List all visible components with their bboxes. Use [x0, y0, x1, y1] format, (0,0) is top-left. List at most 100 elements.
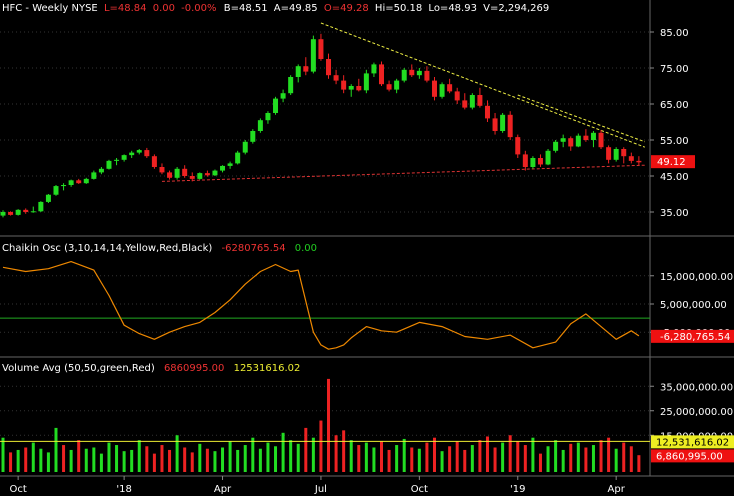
volume-bar [319, 420, 323, 472]
osc-second-value: 0.00 [295, 243, 317, 254]
header-line: HFC - Weekly NYSE L=48.84 0.00 -0.00% B=… [2, 3, 549, 14]
volume-bar [531, 437, 535, 472]
x-tick-label: Jul [314, 484, 327, 495]
candle-body [424, 70, 430, 81]
volume-bar [213, 451, 217, 472]
candle-body [575, 135, 581, 147]
x-tick-label: Oct [9, 484, 26, 495]
volume-bar [92, 447, 96, 472]
volume-bar [296, 443, 300, 472]
candle-body [522, 154, 528, 167]
volume-bar [591, 445, 595, 472]
x-tick-label: Apr [608, 484, 626, 495]
candle-body [91, 172, 97, 179]
candle-body [379, 64, 384, 85]
oscillator-panel [0, 261, 650, 350]
volume-bar [584, 447, 588, 472]
volume-bar [516, 441, 520, 472]
candle-body [235, 152, 241, 164]
volume-bar [281, 432, 285, 472]
volume-bar [395, 445, 399, 472]
volume-bar [77, 440, 81, 472]
candle-body [242, 141, 248, 153]
volume-bar [266, 442, 270, 472]
volume-bar [380, 441, 383, 472]
last-price: L=48.84 [104, 3, 147, 14]
candle-body [371, 64, 377, 74]
resistance-trendline [320, 22, 646, 148]
x-tick-label: '18 [116, 484, 131, 495]
volume-bar [410, 447, 414, 472]
candle-body [8, 212, 14, 215]
volume-bar [432, 437, 436, 472]
candle-body [394, 80, 400, 90]
candle-body [257, 120, 263, 131]
candle-body [129, 152, 135, 156]
osc-value-badge [651, 329, 734, 343]
candle-body [136, 150, 142, 153]
osc-title: Chaikin Osc (3,10,14,14,Yellow,Red,Black… [2, 243, 212, 254]
volume-tick-label: 25,000,000.00 [660, 407, 733, 418]
candle-body [507, 114, 513, 138]
volume-bar [304, 427, 308, 472]
volume-bar [637, 455, 641, 472]
candle-body [174, 168, 180, 178]
candle-body [386, 84, 392, 90]
candle-body [568, 138, 574, 147]
candle-body [431, 80, 437, 97]
candle-body [212, 170, 218, 176]
candle-body [61, 185, 67, 187]
x-tick-label: Oct [411, 484, 428, 495]
candle-body [45, 194, 51, 202]
volume-bar [251, 437, 255, 472]
candle-body [469, 95, 475, 108]
volume-bar [190, 452, 194, 472]
candle-body [295, 66, 301, 77]
price-tick-label: 65.00 [660, 100, 689, 111]
volume-bar [501, 442, 505, 472]
volume-bar [554, 440, 558, 472]
volume-bar [417, 448, 421, 472]
volume-bar [122, 451, 126, 472]
candle-body [537, 158, 543, 165]
volume-bar [357, 445, 361, 472]
candle-body [303, 66, 309, 72]
candle-body [439, 84, 445, 97]
candle-body [280, 93, 286, 99]
volume-bar [145, 446, 149, 472]
volume-bar [614, 448, 618, 472]
candle-body [151, 156, 157, 167]
volume-last-badge-label: 6,860,995.00 [656, 451, 723, 462]
volume-bar [387, 449, 391, 472]
candle-body [265, 113, 271, 121]
volume-bar [84, 448, 88, 472]
candle-body [83, 178, 89, 184]
candle-body [598, 132, 604, 148]
volume-title: Volume Avg (50,50,green,Red) [2, 363, 155, 374]
volume-second-value: 12531616.02 [234, 363, 301, 374]
candle-body [310, 39, 316, 72]
candle-body [189, 176, 195, 179]
volume-bar [425, 442, 429, 472]
open-price: O=49.28 [324, 3, 369, 14]
candle-body [636, 160, 642, 163]
volume-bar [130, 449, 134, 472]
volume-bar [115, 445, 119, 472]
osc-tick-label: 15,000,000.00 [660, 272, 733, 283]
volume-bar [508, 435, 512, 472]
high-price: Hi=50.18 [375, 3, 422, 14]
candle-body [613, 149, 619, 160]
volume-value: V=2,294,269 [483, 3, 549, 14]
volume-bar [364, 442, 368, 472]
axes: 85.00 75.00 65.00 55.00 45.00 35.00 49.12 15,00… [9, 28, 734, 495]
candle-body [477, 95, 483, 106]
candle-body [363, 73, 369, 91]
candle-body [356, 86, 362, 91]
price-tick-label: 85.00 [660, 28, 689, 39]
resistance-trendline-short [517, 94, 646, 143]
volume-header: Volume Avg (50,50,green,Red) 6860995.00 … [2, 363, 300, 374]
volume-bar [538, 453, 542, 472]
volume-bar [599, 440, 603, 472]
candle-body [23, 209, 29, 212]
candle-body [530, 158, 536, 167]
